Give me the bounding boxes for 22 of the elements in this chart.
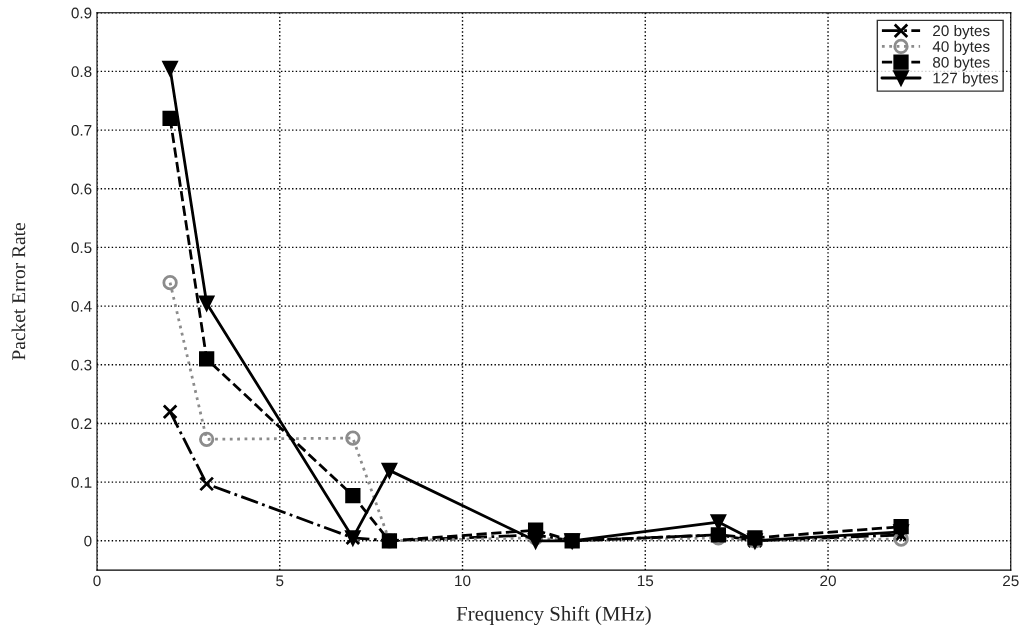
y-tick-label: 0.6	[71, 183, 92, 195]
y-tick-label: 0.7	[71, 124, 92, 136]
y-tick-label: 0.1	[71, 476, 92, 488]
legend-label: 80 bytes	[932, 56, 990, 71]
y-tick-label: 0.3	[71, 359, 92, 371]
y-axis-title: Packet Error Rate	[11, 223, 26, 360]
legend-label: 127 bytes	[933, 72, 999, 87]
x-tick-label: 20	[820, 575, 836, 587]
x-tick-label: 5	[276, 575, 284, 587]
x-tick-label: 15	[637, 575, 654, 587]
y-tick-label: 0.5	[71, 242, 92, 254]
x-tick-label: 0	[93, 575, 101, 587]
legend-label: 20 bytes	[933, 24, 990, 40]
y-tick-label: 0.9	[71, 7, 92, 19]
y-tick-label: 0	[84, 535, 92, 547]
y-tick-label: 0.2	[71, 418, 92, 430]
y-tick-label: 0.8	[71, 66, 92, 78]
x-tick-label: 10	[455, 575, 471, 587]
x-axis-title: Frequency Shift (MHz)	[456, 605, 651, 626]
y-tick-label: 0.4	[71, 300, 92, 312]
legend-label: 40 bytes	[932, 40, 990, 55]
x-tick-label: 25	[1003, 575, 1019, 587]
